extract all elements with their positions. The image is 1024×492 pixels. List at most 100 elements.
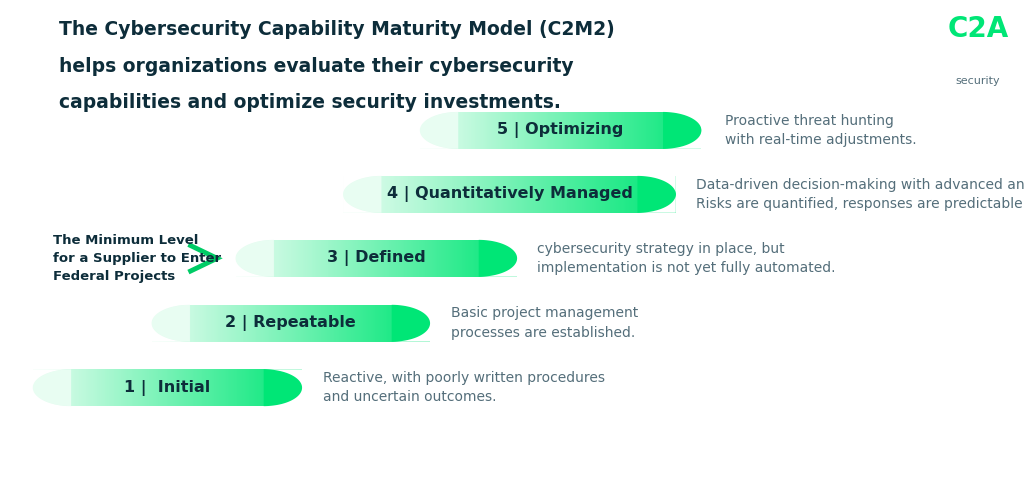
Polygon shape <box>479 240 517 277</box>
Bar <box>672 176 673 213</box>
Bar <box>528 176 529 213</box>
Bar <box>357 176 358 213</box>
Bar <box>516 176 517 213</box>
Bar <box>644 176 645 213</box>
Bar <box>398 176 399 213</box>
Polygon shape <box>479 240 517 277</box>
Bar <box>350 176 351 213</box>
Bar <box>410 176 411 213</box>
Bar <box>634 176 635 213</box>
Bar <box>624 176 625 213</box>
Bar <box>345 176 346 213</box>
Bar <box>607 176 608 213</box>
Bar <box>467 176 468 213</box>
Text: 1 |  Initial: 1 | Initial <box>124 380 211 396</box>
Bar <box>670 176 671 213</box>
Bar <box>573 176 574 213</box>
Bar <box>406 176 407 213</box>
Bar <box>638 176 639 213</box>
Bar <box>526 176 527 213</box>
Bar <box>483 176 484 213</box>
Bar <box>599 176 600 213</box>
Bar <box>611 176 612 213</box>
Bar <box>433 176 434 213</box>
Bar <box>366 176 367 213</box>
Bar <box>617 176 618 213</box>
Bar <box>486 176 487 213</box>
Bar <box>419 176 420 213</box>
Bar <box>588 176 590 213</box>
Bar <box>510 176 511 213</box>
Bar <box>458 176 459 213</box>
Bar <box>613 176 614 213</box>
Bar <box>389 176 391 213</box>
Polygon shape <box>152 305 190 341</box>
Text: capabilities and optimize security investments.: capabilities and optimize security inves… <box>59 93 561 113</box>
Bar <box>489 176 490 213</box>
Bar <box>519 176 520 213</box>
Bar <box>492 176 493 213</box>
Bar <box>422 176 423 213</box>
Bar <box>569 176 570 213</box>
Bar <box>590 176 591 213</box>
Bar <box>463 176 464 213</box>
Polygon shape <box>637 176 676 213</box>
Bar <box>464 176 465 213</box>
Bar <box>511 176 512 213</box>
Polygon shape <box>33 369 72 406</box>
Text: 5 | Optimizing: 5 | Optimizing <box>498 123 624 138</box>
Bar <box>525 176 526 213</box>
Bar <box>580 176 581 213</box>
Bar <box>539 176 540 213</box>
Bar <box>545 176 546 213</box>
Bar <box>378 176 379 213</box>
Polygon shape <box>236 240 274 277</box>
Bar <box>641 176 643 213</box>
Bar <box>450 176 451 213</box>
Polygon shape <box>152 305 190 341</box>
Bar <box>517 176 518 213</box>
Text: security: security <box>955 76 1000 86</box>
Bar <box>490 176 492 213</box>
Bar <box>418 176 419 213</box>
Polygon shape <box>391 305 430 341</box>
Bar <box>552 176 553 213</box>
Bar <box>367 176 368 213</box>
Bar <box>549 176 551 213</box>
Bar <box>502 176 503 213</box>
Bar <box>554 176 555 213</box>
Bar <box>530 176 531 213</box>
Polygon shape <box>637 176 676 213</box>
Bar <box>413 176 414 213</box>
Bar <box>497 176 498 213</box>
Bar <box>421 176 422 213</box>
Bar <box>585 176 586 213</box>
Bar <box>675 176 676 213</box>
Polygon shape <box>664 112 701 149</box>
Bar <box>427 176 428 213</box>
Bar <box>647 176 648 213</box>
Bar <box>586 176 587 213</box>
Bar <box>403 176 404 213</box>
Bar <box>358 176 359 213</box>
Bar <box>637 176 638 213</box>
Bar <box>494 176 495 213</box>
Bar <box>445 176 446 213</box>
Bar <box>387 176 388 213</box>
Bar <box>674 176 675 213</box>
Bar <box>400 176 401 213</box>
Bar <box>584 176 585 213</box>
Bar <box>534 176 535 213</box>
Polygon shape <box>420 112 458 149</box>
Bar <box>555 176 556 213</box>
Bar <box>656 176 657 213</box>
Bar <box>541 176 542 213</box>
Bar <box>359 176 360 213</box>
Bar <box>558 176 559 213</box>
Bar <box>622 176 623 213</box>
Bar <box>457 176 458 213</box>
Bar <box>353 176 354 213</box>
Bar <box>478 176 479 213</box>
Polygon shape <box>664 112 701 149</box>
Bar <box>551 176 552 213</box>
